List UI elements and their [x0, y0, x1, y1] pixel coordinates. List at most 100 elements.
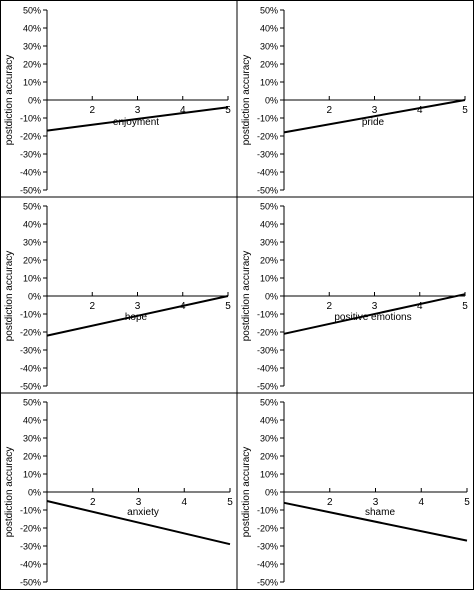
series-line [46, 295, 229, 337]
y-tick-label: -50% [20, 186, 41, 196]
y-tick-label: 0% [28, 96, 41, 106]
x-tick-label: 4 [418, 497, 424, 508]
y-tick-label: 0% [265, 96, 278, 106]
y-tick-label: -30% [20, 542, 41, 552]
chart-annotation: hope [125, 312, 148, 323]
y-tick-label: -10% [257, 310, 278, 320]
chart-annotation: positive emotions [334, 312, 411, 323]
y-axis-label: postdiction accuracy [241, 447, 252, 538]
y-tick-label: 10% [260, 274, 278, 284]
x-tick-label: 4 [417, 105, 423, 116]
y-tick-label: -50% [257, 186, 278, 196]
y-tick-label: 10% [260, 78, 278, 88]
x-tick-label: 2 [326, 301, 332, 312]
series-line [283, 293, 466, 335]
y-tick-label: -10% [257, 114, 278, 124]
y-tick-label: 30% [260, 434, 278, 444]
chart-panel-5: 50% 40% 30% 20% 10% 0% -10% -20% -30% -40% -50% 2 3 4… [4, 398, 233, 588]
y-tick-label: 40% [260, 220, 278, 230]
y-tick-label: -50% [20, 578, 41, 588]
chart-panel-1: 50% 40% 30% 20% 10% 0% -10% -20% -30% -40% -50% 2 3 4… [4, 6, 231, 196]
y-tick-label: 20% [23, 60, 41, 70]
y-tick-label: -50% [257, 578, 278, 588]
charts-container: 50%40%30%20%10%0%-10%-20%-30%-40%-50%2 3 4… [4, 6, 470, 588]
y-tick-label: 50% [260, 398, 278, 408]
y-tick-label: -30% [20, 346, 41, 356]
x-tick-label: 3 [373, 497, 379, 508]
y-tick-label: 30% [23, 238, 41, 248]
x-tick-label: 5 [462, 105, 468, 116]
x-tick-label: 2 [89, 301, 95, 312]
x-tick-label: 3 [135, 301, 141, 312]
y-tick-label: -40% [257, 560, 278, 570]
chart-panel-4: 50% 40% 30% 20% 10% 0% -10% -20% -30% -40% -50% 2 3 4… [241, 202, 468, 392]
y-axis-label: postdiction accuracy [4, 447, 15, 538]
x-tick-label: 2 [90, 497, 96, 508]
y-tick-label: -20% [20, 132, 41, 142]
y-tick-label: 50% [23, 398, 41, 408]
y-tick-label: 40% [260, 24, 278, 34]
y-tick-label: -10% [257, 506, 278, 516]
y-tick-label: 50% [23, 6, 41, 16]
y-tick-label: 50% [23, 202, 41, 212]
y-tick-label: 10% [23, 470, 41, 480]
y-tick-label: -40% [20, 168, 41, 178]
y-tick-label: 0% [265, 292, 278, 302]
series-line [46, 106, 229, 132]
y-tick-label: 30% [23, 434, 41, 444]
y-tick-label: 0% [28, 488, 41, 498]
chart-panel-3: 50%40%30%20%10%0%-10%-20%-30%-40%-50%2 3 4… [4, 202, 231, 392]
x-tick-label: 3 [372, 301, 378, 312]
x-tick-label: 4 [417, 301, 423, 312]
y-tick-label: 30% [23, 42, 41, 52]
chart-annotation: pride [362, 117, 385, 128]
x-tick-label: 4 [181, 497, 187, 508]
chart-annotation: shame [365, 507, 395, 518]
y-tick-label: 40% [23, 220, 41, 230]
y-tick-label: -10% [20, 506, 41, 516]
y-tick-label: -30% [257, 346, 278, 356]
x-tick-label: 4 [180, 105, 186, 116]
y-tick-label: -10% [20, 114, 41, 124]
x-tick-label: 2 [327, 497, 333, 508]
y-axis-label: postdiction accuracy [241, 55, 252, 146]
y-tick-label: 40% [23, 416, 41, 426]
y-tick-label: -40% [20, 560, 41, 570]
x-tick-label: 5 [225, 105, 231, 116]
chart-panel-2: 50% 40% 30% 20% 10% 0% -10% -20% -30% -40% -50% 2 3 4… [241, 6, 468, 196]
x-tick-label: 5 [227, 497, 233, 508]
series-line [46, 500, 231, 546]
chart-annotation: anxiety [127, 507, 159, 518]
series-line [283, 501, 468, 542]
x-tick-label: 5 [462, 301, 468, 312]
y-tick-label: 10% [23, 78, 41, 88]
y-tick-label: -50% [20, 382, 41, 392]
y-tick-label: 20% [260, 452, 278, 462]
y-tick-label: -20% [257, 132, 278, 142]
y-tick-label: 20% [23, 452, 41, 462]
y-tick-label: 20% [23, 256, 41, 266]
y-axis-label: postdiction accuracy [4, 55, 15, 146]
x-tick-label: 5 [225, 301, 231, 312]
y-tick-label: -20% [20, 524, 41, 534]
y-tick-label: -30% [20, 150, 41, 160]
y-tick-label: 50% [260, 202, 278, 212]
y-tick-label: 30% [260, 42, 278, 52]
y-tick-label: 0% [265, 488, 278, 498]
y-tick-label: -20% [20, 328, 41, 338]
y-tick-label: 20% [260, 60, 278, 70]
y-tick-label: 10% [23, 274, 41, 284]
y-tick-label: -20% [257, 524, 278, 534]
y-tick-label: -20% [257, 328, 278, 338]
x-tick-label: 2 [326, 105, 332, 116]
series-line [283, 99, 466, 134]
y-tick-label: 20% [260, 256, 278, 266]
x-tick-label: 3 [135, 105, 141, 116]
y-tick-label: 10% [260, 470, 278, 480]
x-tick-label: 5 [464, 497, 470, 508]
y-tick-label: -10% [20, 310, 41, 320]
chart-panel-6: 50% 40% 30% 20% 10% 0% -10% -20% -30% -40% -50% 2 3 4… [241, 398, 470, 588]
y-tick-label: -40% [20, 364, 41, 374]
y-tick-label: 0% [28, 292, 41, 302]
